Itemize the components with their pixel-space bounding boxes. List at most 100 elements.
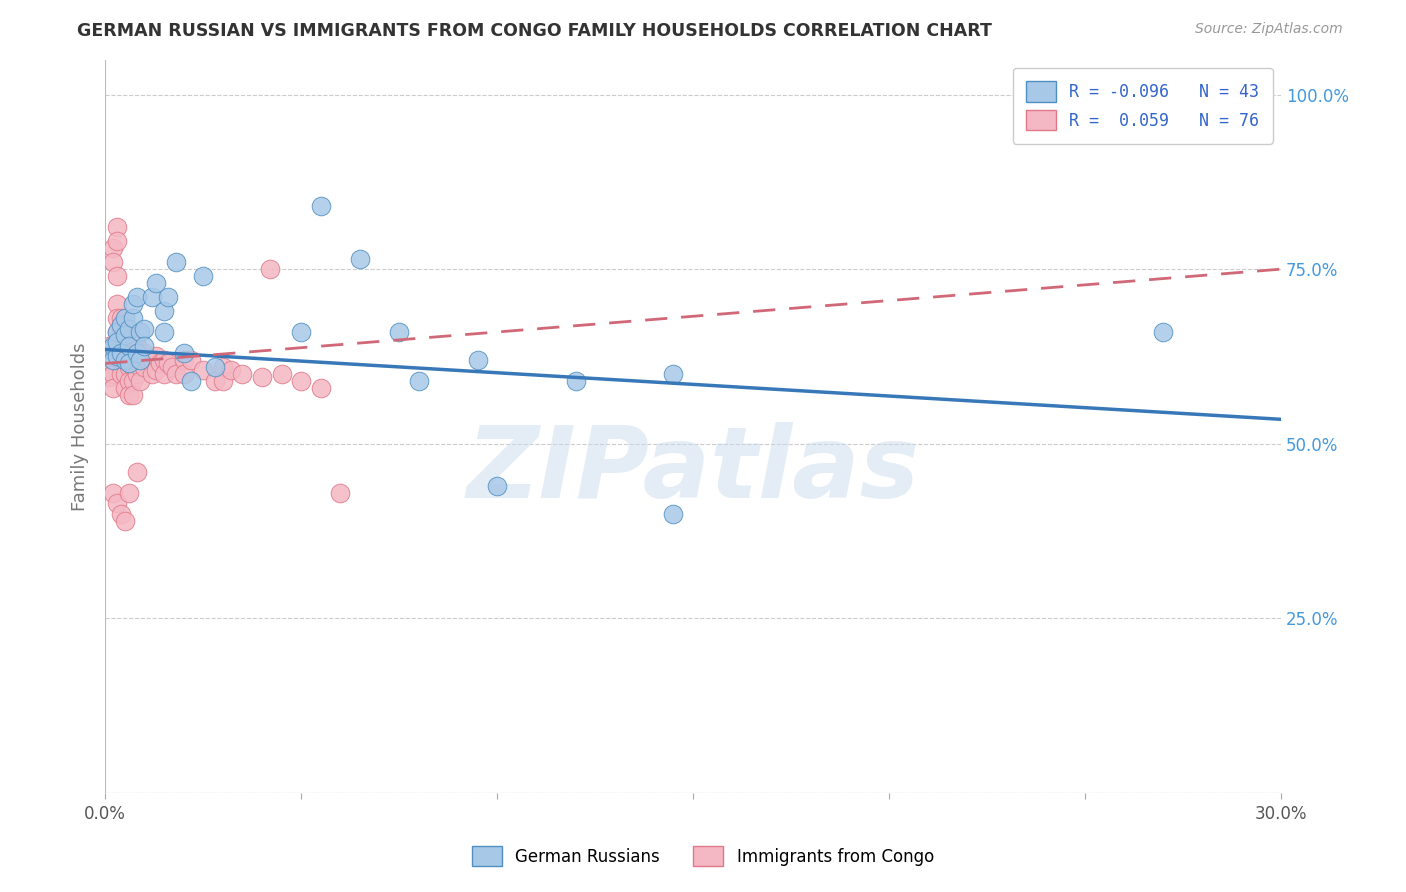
Point [173, 353, 195, 368]
Point [173, 346, 195, 360]
Point [110, 318, 132, 332]
Point [145, 363, 167, 377]
Point [118, 356, 141, 370]
Point [156, 356, 179, 370]
Point [129, 346, 152, 360]
Point [160, 359, 183, 374]
Point [105, 234, 128, 248]
Point [173, 367, 195, 381]
Point [121, 332, 143, 346]
Point [101, 353, 124, 368]
Point [125, 290, 148, 304]
Point [105, 325, 128, 339]
Point [118, 388, 141, 402]
Point [101, 367, 124, 381]
Point [118, 359, 141, 374]
Point [114, 328, 136, 343]
Point [231, 367, 253, 381]
Point [110, 367, 132, 381]
Point [486, 478, 509, 492]
Point [564, 374, 586, 388]
Point [153, 325, 176, 339]
Point [121, 374, 143, 388]
Point [101, 485, 124, 500]
Point [121, 359, 143, 374]
Point [114, 311, 136, 326]
Text: GERMAN RUSSIAN VS IMMIGRANTS FROM CONGO FAMILY HOUSEHOLDS CORRELATION CHART: GERMAN RUSSIAN VS IMMIGRANTS FROM CONGO … [77, 22, 993, 40]
Point [180, 353, 202, 368]
Point [110, 507, 132, 521]
Point [110, 353, 132, 368]
Point [349, 252, 371, 266]
Point [309, 381, 332, 395]
Point [129, 325, 152, 339]
Point [118, 321, 141, 335]
Point [153, 367, 176, 381]
Point [125, 339, 148, 353]
Point [114, 514, 136, 528]
Point [121, 346, 143, 360]
Point [114, 353, 136, 368]
Point [134, 346, 156, 360]
Point [145, 350, 167, 364]
Point [114, 353, 136, 368]
Point [105, 496, 128, 510]
Point [136, 353, 159, 368]
Point [141, 290, 163, 304]
Point [101, 381, 124, 395]
Point [101, 255, 124, 269]
Point [290, 325, 312, 339]
Text: Source: ZipAtlas.com: Source: ZipAtlas.com [1195, 22, 1343, 37]
Point [259, 262, 281, 277]
Point [105, 311, 128, 326]
Point [388, 325, 411, 339]
Point [98, 370, 121, 384]
Point [105, 350, 128, 364]
Point [121, 311, 143, 326]
Point [129, 353, 152, 368]
Point [101, 343, 124, 357]
Point [105, 269, 128, 284]
Point [662, 367, 685, 381]
Point [156, 290, 179, 304]
Point [118, 339, 141, 353]
Point [149, 356, 172, 370]
Point [408, 374, 430, 388]
Point [110, 311, 132, 326]
Point [118, 374, 141, 388]
Point [98, 359, 121, 374]
Y-axis label: Family Households: Family Households [72, 342, 89, 510]
Point [125, 367, 148, 381]
Point [110, 346, 132, 360]
Point [121, 388, 143, 402]
Point [290, 374, 312, 388]
Point [129, 359, 152, 374]
Point [309, 199, 332, 213]
Legend: R = -0.096   N = 43, R =  0.059   N = 76: R = -0.096 N = 43, R = 0.059 N = 76 [1012, 68, 1272, 144]
Point [204, 359, 226, 374]
Point [153, 304, 176, 318]
Legend: German Russians, Immigrants from Congo: German Russians, Immigrants from Congo [464, 838, 942, 875]
Point [105, 335, 128, 350]
Point [134, 339, 156, 353]
Point [219, 363, 242, 377]
Point [118, 346, 141, 360]
Point [118, 332, 141, 346]
Point [101, 353, 124, 368]
Point [134, 359, 156, 374]
Point [125, 353, 148, 368]
Point [105, 220, 128, 235]
Point [98, 343, 121, 357]
Point [114, 381, 136, 395]
Point [211, 374, 233, 388]
Point [129, 374, 152, 388]
Point [193, 363, 215, 377]
Point [211, 359, 233, 374]
Point [134, 321, 156, 335]
Point [110, 325, 132, 339]
Point [125, 465, 148, 479]
Point [121, 297, 143, 311]
Text: ZIPatlas: ZIPatlas [467, 422, 920, 519]
Point [105, 297, 128, 311]
Point [467, 353, 489, 368]
